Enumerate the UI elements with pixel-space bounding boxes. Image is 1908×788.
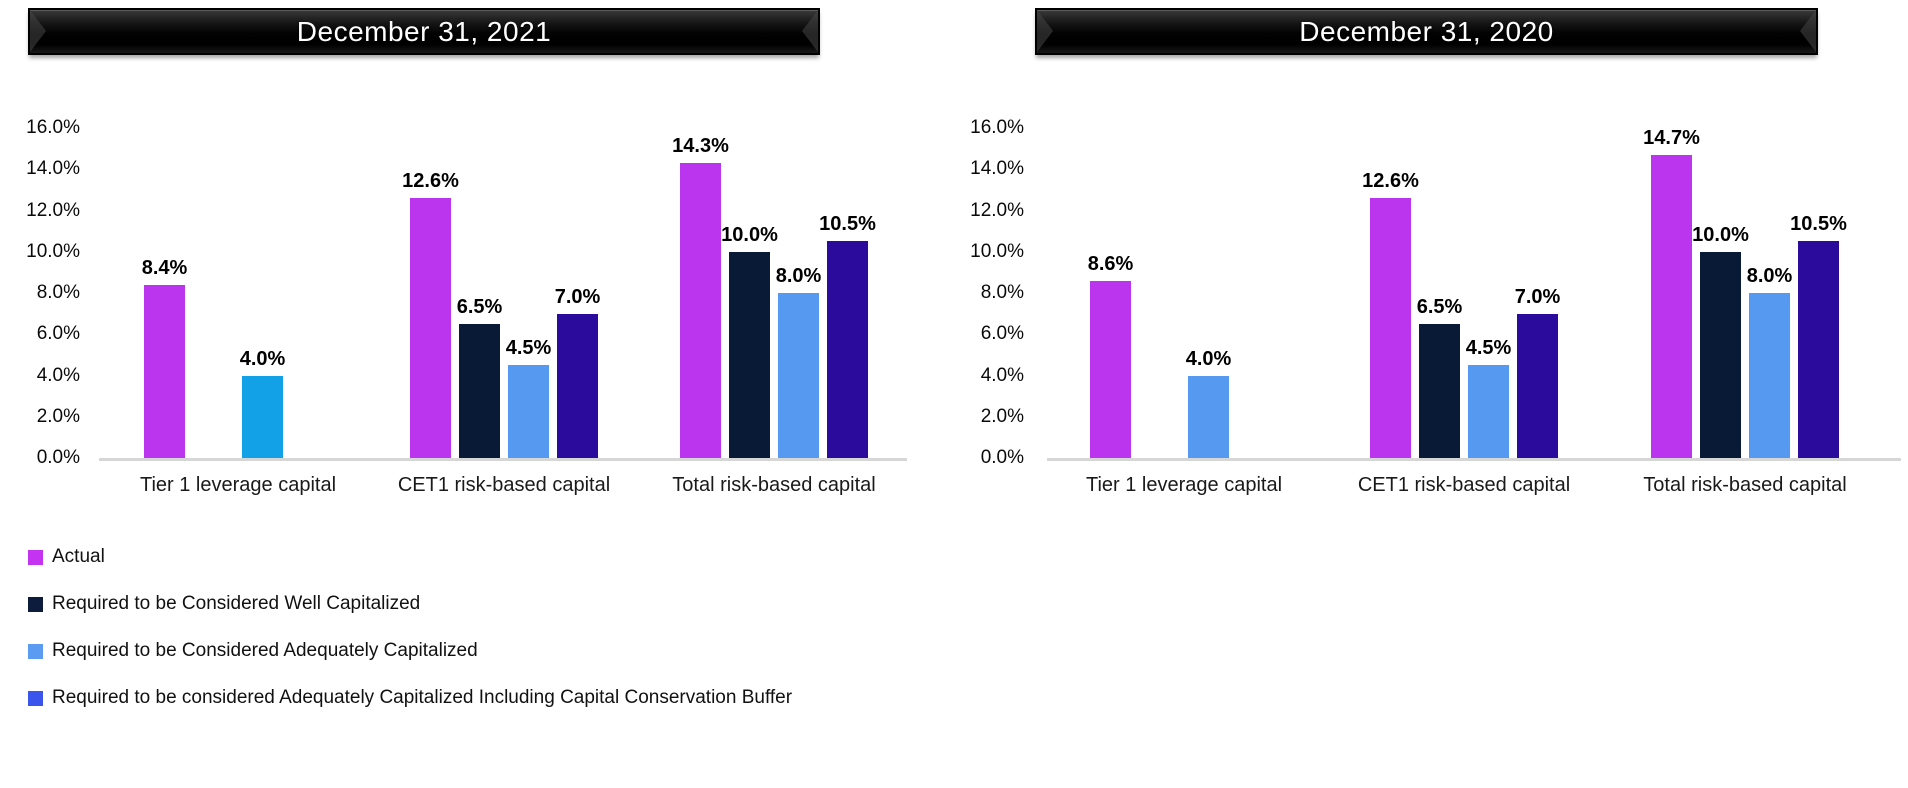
legend-label: Required to be Considered Well Capitaliz… bbox=[52, 593, 421, 614]
legend: Actual Required to be Considered Well Cap… bbox=[28, 544, 792, 732]
data-label: 8.4% bbox=[141, 256, 188, 279]
chart-title-banner-2021: December 31, 2021 bbox=[28, 8, 820, 55]
bar-required-to-be-considered-adequately-capitalized bbox=[1749, 293, 1790, 458]
x-axis-line bbox=[99, 458, 907, 461]
x-axis-category-label: Tier 1 leverage capital bbox=[139, 474, 337, 496]
y-axis-tick-label: 6.0% bbox=[36, 323, 80, 345]
bar-required-to-be-considered-well-capitalized bbox=[1419, 323, 1460, 458]
bar-required-to-be-considered-adequately-capitalized bbox=[1188, 375, 1229, 458]
data-label: 10.5% bbox=[1790, 213, 1847, 236]
data-label: 7.0% bbox=[554, 285, 601, 308]
bar-required-to-be-considered-adequately-capitalized bbox=[557, 313, 598, 458]
chart-title-banner-2020: December 31, 2020 bbox=[1035, 8, 1818, 55]
legend-item: Required to be considered Adequately Cap… bbox=[28, 685, 792, 711]
data-label: 14.7% bbox=[1643, 126, 1700, 149]
data-label: 10.5% bbox=[819, 213, 876, 236]
bar-required-to-be-considered-adequately-capitalized bbox=[1468, 365, 1509, 458]
y-axis-tick-label: 8.0% bbox=[36, 282, 80, 303]
data-label: 7.0% bbox=[1514, 285, 1561, 308]
bar-required-to-be-considered-well-capitalized bbox=[459, 323, 500, 458]
x-axis-line bbox=[1047, 458, 1901, 461]
x-axis-category-label: CET1 risk-based capital bbox=[1357, 474, 1571, 496]
y-axis-tick-label: 16.0% bbox=[26, 117, 80, 138]
data-label: 8.0% bbox=[775, 265, 822, 287]
x-axis-category-label: Total risk-based capital bbox=[672, 474, 876, 496]
bar-required-to-be-considered-well-capitalized bbox=[1700, 251, 1741, 458]
bar-required-to-be-considered-adequately-capitalized bbox=[508, 365, 549, 458]
y-axis-tick-label: 10.0% bbox=[970, 240, 1024, 262]
legend-label: Required to be Considered Adequately Cap… bbox=[52, 640, 478, 661]
bar-actual bbox=[1651, 154, 1692, 458]
data-label: 12.6% bbox=[402, 170, 459, 193]
y-axis-tick-label: 12.0% bbox=[970, 199, 1024, 221]
legend-item: Actual bbox=[28, 544, 792, 570]
bar-required-to-be-considered-adequately-capitalized bbox=[242, 375, 283, 458]
data-label: 8.6% bbox=[1087, 252, 1134, 275]
y-axis-tick-label: 0.0% bbox=[980, 447, 1024, 468]
data-label: 6.5% bbox=[456, 295, 503, 318]
legend-item: Required to be Considered Well Capitaliz… bbox=[28, 591, 792, 617]
data-label: 6.5% bbox=[1416, 295, 1463, 318]
chart-title: December 31, 2020 bbox=[1299, 15, 1554, 47]
y-axis-tick-label: 4.0% bbox=[36, 364, 80, 386]
data-label: 10.0% bbox=[721, 223, 778, 246]
x-axis-category-label: Tier 1 leverage capital bbox=[1085, 474, 1283, 496]
y-axis-tick-label: 12.0% bbox=[26, 199, 80, 221]
data-label: 8.0% bbox=[1746, 265, 1793, 287]
data-label: 14.3% bbox=[672, 135, 729, 158]
legend-swatch-icon bbox=[28, 549, 43, 565]
legend-label: Required to be considered Adequately Cap… bbox=[52, 687, 793, 708]
y-axis-tick-label: 0.0% bbox=[36, 447, 80, 468]
bar-required-to-be-considered-adequately-capitalized bbox=[1517, 313, 1558, 458]
bar-actual bbox=[1370, 198, 1411, 458]
bar-required-to-be-considered-adequately-capitalized bbox=[1798, 241, 1839, 458]
bar-actual bbox=[1090, 280, 1131, 458]
legend-swatch-icon bbox=[28, 596, 43, 612]
y-axis-tick-label: 16.0% bbox=[970, 117, 1024, 138]
y-axis-tick-label: 14.0% bbox=[970, 158, 1024, 180]
data-label: 4.0% bbox=[239, 347, 286, 370]
y-axis-tick-label: 4.0% bbox=[980, 364, 1024, 386]
bar-actual bbox=[144, 284, 185, 458]
y-axis-tick-label: 14.0% bbox=[26, 158, 80, 180]
bar-actual bbox=[680, 163, 721, 458]
bar-actual bbox=[410, 198, 451, 458]
bar-required-to-be-considered-adequately-capitalized bbox=[778, 293, 819, 458]
data-label: 4.5% bbox=[505, 337, 552, 360]
data-label: 12.6% bbox=[1362, 170, 1419, 193]
y-axis-tick-label: 6.0% bbox=[980, 323, 1024, 345]
data-label: 4.5% bbox=[1465, 337, 1512, 360]
legend-swatch-icon bbox=[28, 643, 43, 659]
legend-item: Required to be Considered Adequately Cap… bbox=[28, 638, 792, 664]
y-axis-tick-label: 8.0% bbox=[980, 282, 1024, 303]
x-axis-category-label: CET1 risk-based capital bbox=[397, 474, 611, 496]
y-axis-tick-label: 10.0% bbox=[26, 240, 80, 262]
x-axis-category-label: Total risk-based capital bbox=[1643, 474, 1847, 496]
bar-required-to-be-considered-adequately-capitalized bbox=[827, 241, 868, 458]
y-axis-tick-label: 2.0% bbox=[980, 405, 1024, 427]
data-label: 10.0% bbox=[1692, 223, 1749, 246]
chart-title: December 31, 2021 bbox=[296, 15, 552, 47]
legend-swatch-icon bbox=[28, 690, 43, 706]
bar-required-to-be-considered-well-capitalized bbox=[729, 251, 770, 458]
y-axis-tick-label: 2.0% bbox=[36, 405, 80, 427]
data-label: 4.0% bbox=[1185, 347, 1232, 370]
legend-label: Actual bbox=[52, 546, 105, 567]
